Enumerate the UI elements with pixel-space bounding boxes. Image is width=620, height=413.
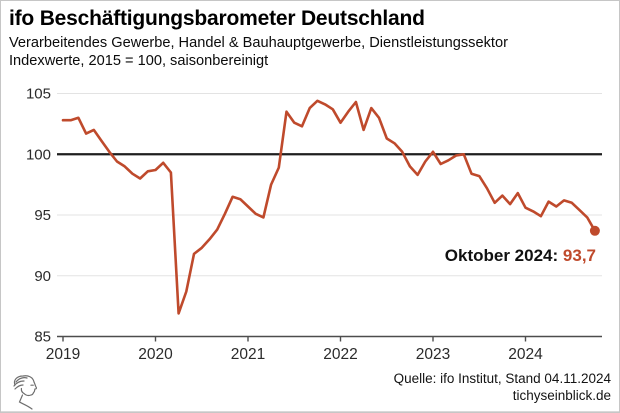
chart-header: ifo Beschäftigungsbarometer Deutschland … — [9, 6, 611, 70]
x-tick-label: 2023 — [416, 346, 450, 363]
last-point-marker — [589, 225, 600, 236]
tichyseinblick-hermes-logo-icon — [13, 375, 38, 410]
x-tick-label: 2019 — [46, 346, 80, 363]
annotation-value: 93,7 — [562, 246, 596, 265]
annotation-label: Oktober 2024: — [444, 246, 559, 265]
x-tick-label: 2020 — [138, 346, 173, 363]
y-tick-label: 105 — [26, 86, 51, 103]
x-tick-label: 2024 — [508, 346, 543, 363]
source-note: Quelle: ifo Institut, Stand 04.11.2024 — [393, 371, 611, 386]
chart-footer: Quelle: ifo Institut, Stand 04.11.2024 t… — [394, 371, 611, 404]
x-tick-label: 2022 — [323, 346, 357, 363]
y-tick-label: 85 — [34, 329, 51, 346]
subtitle-line-1: Verarbeitendes Gewerbe, Handel & Bauhaup… — [9, 35, 508, 51]
chart-title: ifo Beschäftigungsbarometer Deutschland — [9, 7, 425, 30]
y-tick-label: 100 — [26, 146, 51, 163]
subtitle-line-2: Indexwerte, 2015 = 100, saisonbereinigt — [9, 53, 269, 70]
last-value-annotation: Oktober 2024: 93,7 — [445, 246, 596, 266]
y-tick-label: 95 — [34, 207, 51, 224]
site-credit: tichyseinblick.de — [512, 387, 611, 403]
data-line — [61, 99, 597, 315]
x-tick-label: 2021 — [231, 346, 265, 363]
chart-subtitle: Verarbeitendes Gewerbe, Handel & Bauhaup… — [9, 34, 611, 70]
y-tick-label: 90 — [34, 268, 51, 285]
